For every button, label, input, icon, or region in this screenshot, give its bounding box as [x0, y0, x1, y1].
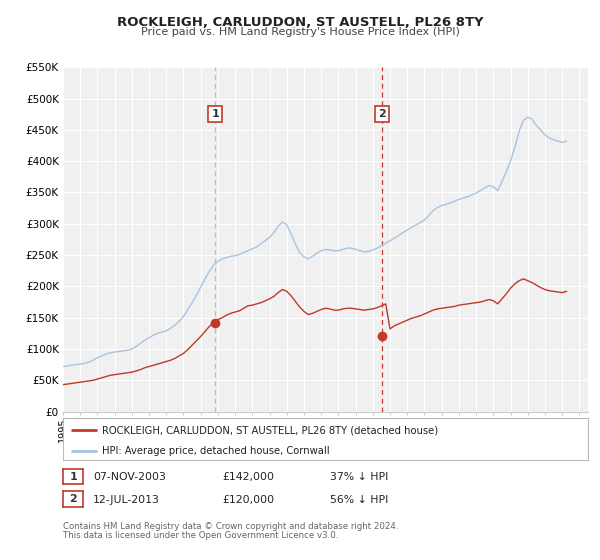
Text: £142,000: £142,000: [222, 472, 274, 482]
Text: Contains HM Land Registry data © Crown copyright and database right 2024.: Contains HM Land Registry data © Crown c…: [63, 522, 398, 531]
Text: Price paid vs. HM Land Registry's House Price Index (HPI): Price paid vs. HM Land Registry's House …: [140, 27, 460, 37]
Text: HPI: Average price, detached house, Cornwall: HPI: Average price, detached house, Corn…: [103, 446, 330, 456]
Text: 56% ↓ HPI: 56% ↓ HPI: [330, 494, 388, 505]
Text: 2: 2: [378, 109, 386, 119]
Text: 1: 1: [212, 109, 219, 119]
Text: This data is licensed under the Open Government Licence v3.0.: This data is licensed under the Open Gov…: [63, 531, 338, 540]
Text: 1: 1: [70, 472, 77, 482]
Text: 07-NOV-2003: 07-NOV-2003: [93, 472, 166, 482]
Text: ROCKLEIGH, CARLUDDON, ST AUSTELL, PL26 8TY: ROCKLEIGH, CARLUDDON, ST AUSTELL, PL26 8…: [116, 16, 484, 29]
Text: 2: 2: [70, 494, 77, 504]
Text: ROCKLEIGH, CARLUDDON, ST AUSTELL, PL26 8TY (detached house): ROCKLEIGH, CARLUDDON, ST AUSTELL, PL26 8…: [103, 425, 439, 435]
Text: £120,000: £120,000: [222, 494, 274, 505]
Text: 12-JUL-2013: 12-JUL-2013: [93, 494, 160, 505]
Text: 37% ↓ HPI: 37% ↓ HPI: [330, 472, 388, 482]
